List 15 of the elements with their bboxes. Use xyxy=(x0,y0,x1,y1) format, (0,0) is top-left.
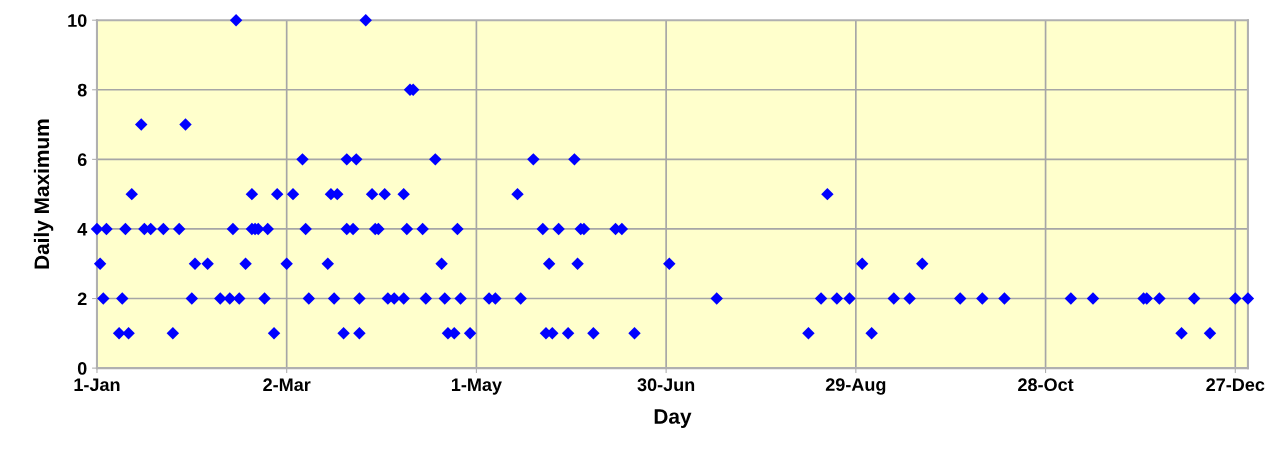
y-tick-label: 10 xyxy=(68,14,87,27)
x-tick-label: 1-May xyxy=(451,378,502,395)
x-tick-label: 27-Dec xyxy=(1206,378,1265,392)
y-tick-label: 6 xyxy=(77,153,87,167)
y-axis-title: Daily Maximum xyxy=(33,119,54,269)
x-tick-label: 28-Oct xyxy=(1018,378,1074,392)
x-axis-title: Day xyxy=(654,409,692,428)
y-tick-label: 8 xyxy=(77,83,87,97)
y-tick-label: 0 xyxy=(77,362,87,375)
x-tick-label: 1-Jan xyxy=(74,378,120,392)
x-tick-label: 2-Mar xyxy=(263,378,311,392)
y-tick-label: 4 xyxy=(77,223,88,236)
x-tick-label: 29-Aug xyxy=(825,378,886,395)
x-tick-label: 30-Jun xyxy=(637,378,695,392)
y-tick-label: 2 xyxy=(77,292,87,306)
